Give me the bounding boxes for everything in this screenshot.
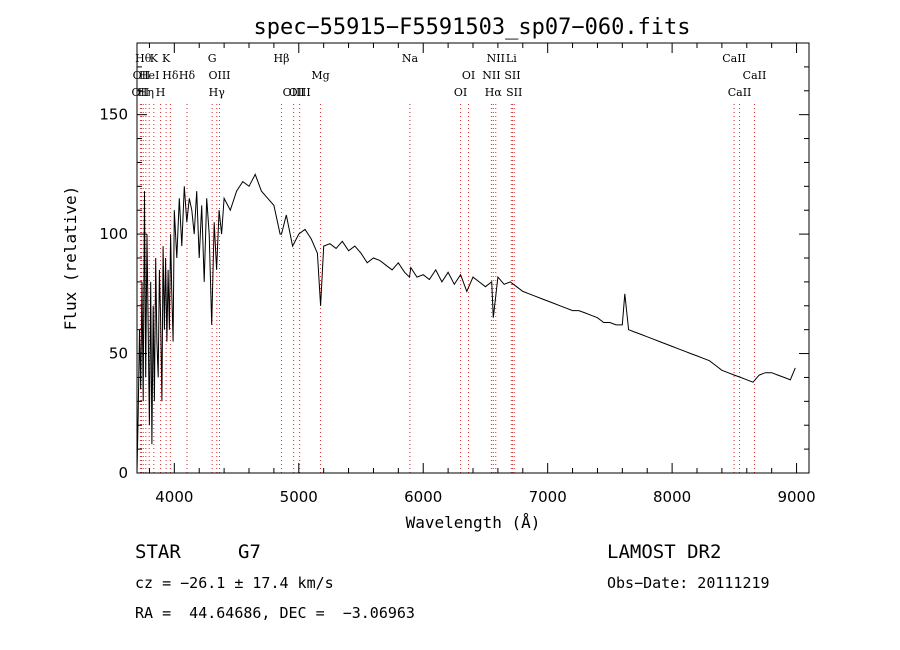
line-marker-label: CaII	[728, 86, 752, 99]
line-marker-label: OIII	[289, 86, 311, 99]
chart-title: spec−55915−F5591503_sp07−060.fits	[253, 15, 690, 40]
line-marker-label: Hγ	[209, 86, 226, 99]
line-marker-label: SII	[506, 86, 522, 99]
coordinates-readout: RA = 44.64686, DEC = −3.06963	[135, 604, 415, 622]
line-marker-label: HeI	[139, 69, 159, 82]
line-marker-label: Hβ	[274, 52, 290, 65]
line-marker-label: Mg	[311, 69, 329, 82]
line-marker-label: Na	[402, 52, 419, 65]
line-marker-label: Hδ	[162, 69, 179, 82]
y-tick-label: 0	[118, 464, 128, 482]
x-tick-label: 6000	[404, 488, 442, 506]
line-marker-label: G	[208, 52, 217, 65]
observation-date: Obs−Date: 20111219	[607, 574, 770, 592]
line-marker-label: K	[162, 52, 171, 65]
line-marker-label: OIII	[208, 69, 230, 82]
y-axis: 0 50 100 150	[99, 42, 809, 482]
x-axis-label: Wavelength (Å)	[406, 513, 541, 532]
line-marker-label: H	[156, 86, 166, 99]
object-subclass: G7	[238, 541, 261, 563]
redshift-readout: cz = −26.1 ± 17.4 km/s	[135, 574, 334, 592]
y-axis-label: Flux (relative)	[61, 186, 80, 331]
x-tick-label: 5000	[280, 488, 318, 506]
survey-name: LAMOST DR2	[607, 541, 722, 563]
line-marker-label: CaII	[743, 69, 767, 82]
spectrum-series	[136, 173, 796, 474]
object-class: STAR	[135, 541, 181, 563]
line-marker-label: Li	[506, 52, 517, 65]
spectrum-line-0	[136, 173, 796, 474]
y-tick-label: 50	[109, 345, 128, 363]
line-marker-label: OI	[462, 69, 475, 82]
plot-frame	[136, 42, 810, 474]
line-marker-label: CaII	[722, 52, 746, 65]
y-tick-label: 100	[99, 225, 128, 243]
line-marker-label: OI	[454, 86, 467, 99]
line-marker-label: OII	[132, 86, 150, 99]
line-marker-label: NII	[482, 69, 500, 82]
line-marker-label: SII	[504, 69, 520, 82]
line-marker-label: Hη	[138, 86, 154, 99]
x-tick-label: 9000	[777, 488, 815, 506]
line-marker-label: Hθ	[135, 52, 152, 65]
x-tick-label: 4000	[155, 488, 193, 506]
line-marker-label: Hα	[485, 86, 503, 99]
x-tick-label: 8000	[653, 488, 691, 506]
line-marker-label: Hδ	[179, 69, 196, 82]
x-tick-label: 7000	[529, 488, 567, 506]
line-marker-label: OIII	[283, 86, 305, 99]
line-marker-label: K	[150, 52, 159, 65]
y-tick-label: 150	[99, 106, 128, 124]
x-axis: 4000 5000 6000 7000 8000 9000	[148, 43, 816, 506]
line-marker-label: NII	[487, 52, 505, 65]
